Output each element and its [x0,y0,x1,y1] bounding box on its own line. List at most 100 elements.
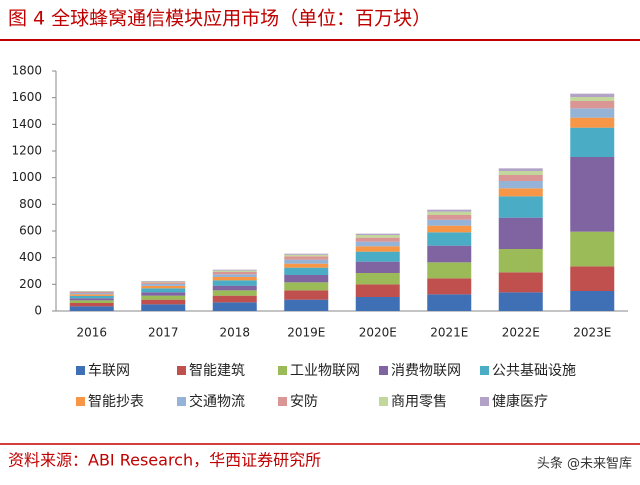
bar-segment [141,292,186,296]
bar-segment [212,269,257,271]
bar-segment [570,266,615,291]
bar-segment [570,231,615,267]
source: 资料来源：ABI Research，华西证券研究所 [8,451,321,470]
legend-swatch [278,366,287,375]
legend-swatch [480,366,489,375]
bar-segment [212,271,257,275]
bar-segment [427,225,472,233]
bar-segment [355,246,400,252]
bar-segment [427,215,472,220]
bar-segment [284,254,329,257]
bar-segment [570,101,615,109]
bar-segment [69,298,114,301]
bar-segment [498,292,543,311]
watermark: 头条 @未来智库 [537,456,632,472]
bar-segment [69,300,114,303]
bar-segment [69,306,114,311]
bar-segment [69,294,114,296]
legend-label: 商用零售 [391,394,447,410]
bar-segment [284,299,329,311]
bar-segment [69,303,114,307]
bar-segment [284,282,329,291]
legend-label: 智能抄表 [88,394,144,410]
bar-segment [284,267,329,275]
bar-segment [212,274,257,277]
legend-swatch [76,397,85,406]
y-tick-label: 200 [19,277,42,291]
bar-segment [355,273,400,285]
y-tick-label: 600 [19,224,42,238]
bar-segment [212,277,257,281]
bar-segment [212,285,257,291]
bar-segment [570,157,615,232]
bar-segment [498,181,543,189]
bar-segment [355,237,400,242]
legend-swatch [177,366,186,375]
bar-segment [427,245,472,263]
legend-label: 安防 [290,394,318,410]
bar-segment [212,302,257,311]
legend-label: 交通物流 [189,393,245,410]
legend-label: 健康医疗 [492,393,548,410]
bar-segment [141,299,186,305]
legend-label: 消费物联网 [391,363,461,379]
y-tick-label: 1600 [11,90,42,104]
x-tick-label: 2023E [573,326,611,340]
bar-segment [498,272,543,293]
bar-segment [284,253,329,255]
legend-swatch [480,397,489,406]
legend-swatch [177,397,186,406]
bar-segment [427,209,472,212]
legend-label: 工业物联网 [290,363,360,379]
y-tick-label: 1000 [11,170,42,184]
bar-segment [498,171,543,175]
bar-segment [427,262,472,279]
bar-segment [141,288,186,293]
chart-title: 图 4 全球蜂窝通信模块应用市场（单位：百万块） [8,8,431,30]
bar-segment [427,219,472,226]
bar-segment [141,295,186,300]
bar-segment [284,275,329,283]
bar-segment [570,291,615,311]
legend-swatch [76,366,85,375]
x-tick-label: 2018 [219,326,250,340]
bar-segment [570,93,615,97]
bar-segment [498,188,543,197]
legend-swatch [379,366,388,375]
bar-segment [355,297,400,311]
bar-segment [284,263,329,268]
x-tick-label: 2021E [430,326,468,340]
x-tick-label: 2020E [359,326,397,340]
y-tick-label: 0 [34,304,42,318]
bar-segment [284,259,329,264]
bar-segment [355,241,400,247]
bar-segment [212,295,257,303]
bar-segment [355,235,400,238]
bar-segment [355,284,400,297]
bar-segment [427,232,472,246]
legend-label: 公共基础设施 [492,362,576,379]
x-tick-label: 2016 [76,326,107,340]
x-tick-label: 2022E [502,326,540,340]
bar-segment [212,290,257,296]
bar-segment [498,249,543,273]
bar-segment [212,280,257,286]
bar-segment [498,217,543,249]
y-tick-label: 1400 [11,117,42,131]
bar-segment [427,211,472,215]
bar-segment [498,196,543,218]
bar-segment [212,270,257,272]
bar-segment [69,293,114,295]
x-tick-label: 2019E [287,326,325,340]
bar-segment [498,168,543,171]
bar-segment [570,108,615,118]
bar-segment [498,175,543,181]
bar-segment [355,251,400,262]
bar-segment [284,256,329,260]
bar-segment [141,281,186,283]
bar-segment [355,233,400,235]
x-tick-label: 2017 [148,326,179,340]
bar-segment [284,290,329,300]
bar-segment [69,291,114,292]
